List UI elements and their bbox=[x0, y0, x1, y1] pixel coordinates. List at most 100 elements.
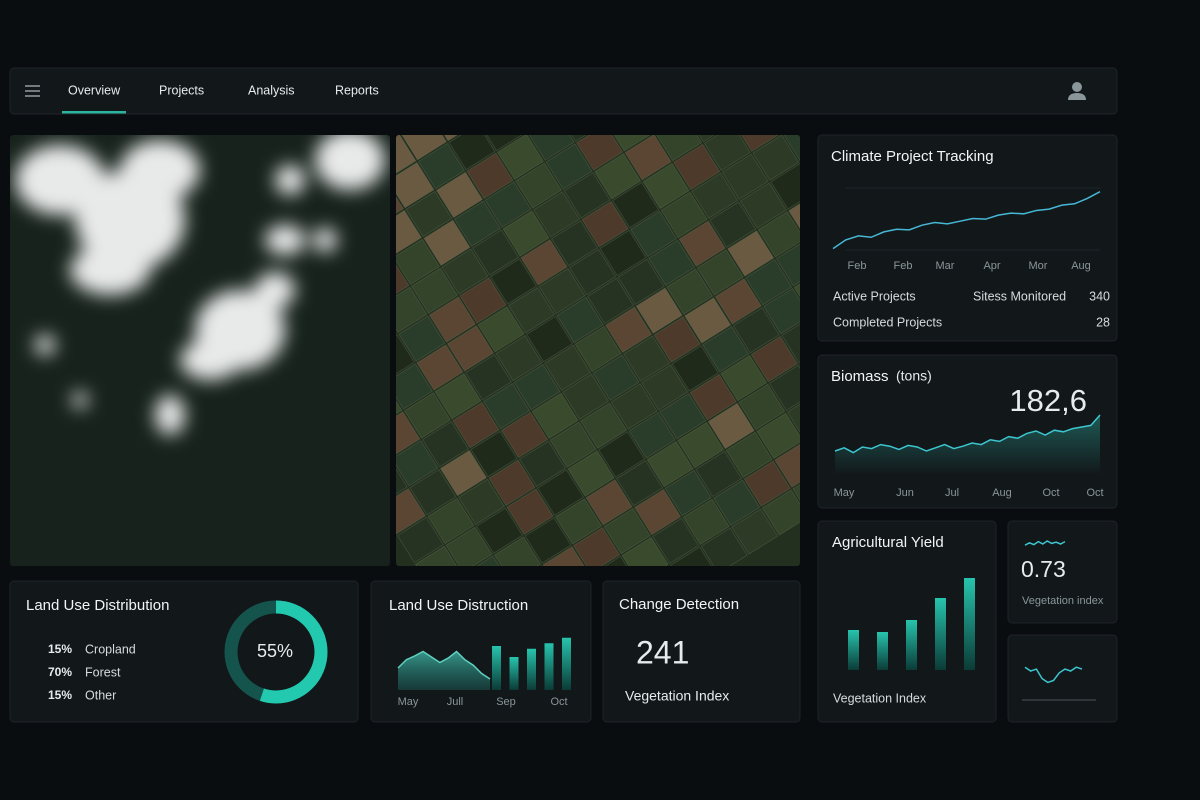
field bbox=[396, 162, 435, 209]
field bbox=[721, 153, 769, 200]
field bbox=[763, 287, 800, 335]
field bbox=[569, 248, 617, 296]
field bbox=[756, 412, 800, 459]
field bbox=[576, 135, 624, 171]
caption: Vegetation index bbox=[1022, 595, 1104, 607]
stat-label: Sitess Monitored bbox=[973, 289, 1066, 303]
field bbox=[396, 516, 444, 564]
field bbox=[574, 325, 622, 372]
field bbox=[761, 489, 800, 536]
field bbox=[664, 469, 712, 517]
field bbox=[483, 382, 530, 430]
nav-item[interactable]: Analysis bbox=[248, 83, 295, 97]
field bbox=[423, 219, 471, 266]
card bbox=[817, 134, 1118, 342]
field bbox=[641, 364, 689, 411]
x-tick-label: Jun bbox=[896, 487, 914, 499]
satellite-clouds bbox=[10, 135, 390, 566]
field bbox=[594, 153, 642, 200]
field bbox=[477, 306, 525, 353]
field bbox=[396, 334, 415, 381]
stat-label: Completed Projects bbox=[833, 315, 942, 329]
nav-item[interactable]: Reports bbox=[335, 83, 379, 97]
donut-arc bbox=[224, 600, 328, 704]
field bbox=[757, 211, 800, 258]
nav-item[interactable]: Overview bbox=[68, 83, 121, 97]
field bbox=[646, 441, 694, 488]
cloud bbox=[275, 165, 305, 195]
field bbox=[399, 135, 447, 161]
line bbox=[1024, 540, 1066, 546]
field bbox=[441, 248, 489, 295]
field bbox=[470, 430, 518, 478]
field bbox=[752, 135, 800, 181]
field bbox=[703, 135, 751, 171]
field bbox=[621, 536, 669, 566]
field bbox=[459, 277, 507, 324]
field bbox=[506, 488, 554, 535]
field bbox=[515, 162, 562, 209]
field bbox=[709, 201, 757, 248]
field bbox=[488, 459, 536, 506]
cloud bbox=[35, 335, 55, 355]
field bbox=[666, 268, 714, 315]
field bbox=[466, 152, 514, 199]
field bbox=[549, 421, 597, 468]
field bbox=[447, 325, 494, 372]
x-tick-label: Aug bbox=[992, 487, 1012, 499]
field bbox=[702, 326, 750, 373]
field bbox=[542, 546, 590, 566]
field bbox=[484, 181, 532, 228]
field bbox=[555, 498, 603, 545]
nav-item[interactable]: Projects bbox=[159, 83, 204, 97]
menu-icon[interactable] bbox=[25, 85, 40, 97]
field bbox=[775, 240, 800, 287]
field bbox=[663, 0, 709, 36]
field bbox=[695, 450, 743, 498]
field bbox=[743, 460, 791, 507]
field bbox=[782, 135, 800, 162]
field bbox=[472, 229, 519, 276]
field bbox=[606, 135, 654, 152]
card-title: Land Use Distruction bbox=[389, 597, 528, 614]
field bbox=[396, 238, 440, 286]
field bbox=[537, 469, 585, 516]
field bbox=[434, 373, 482, 420]
field bbox=[727, 230, 775, 277]
field bbox=[553, 19, 599, 64]
field bbox=[567, 450, 615, 497]
satellite-fields bbox=[396, 0, 800, 566]
x-tick-label: Mor bbox=[1029, 260, 1048, 272]
field bbox=[628, 412, 676, 459]
cloud bbox=[315, 135, 385, 190]
card bbox=[1007, 634, 1118, 723]
field bbox=[479, 135, 526, 152]
donut-label: 55% bbox=[257, 641, 293, 661]
field bbox=[429, 296, 476, 343]
field bbox=[602, 29, 648, 74]
field bbox=[409, 469, 457, 516]
field bbox=[501, 411, 548, 459]
caption: Vegetation Index bbox=[625, 688, 729, 704]
line bbox=[834, 414, 1101, 454]
field bbox=[531, 392, 579, 439]
bar bbox=[877, 632, 888, 670]
cloud bbox=[155, 395, 185, 435]
bar bbox=[509, 657, 519, 690]
avatar[interactable] bbox=[1068, 82, 1086, 100]
field bbox=[396, 411, 421, 458]
field bbox=[414, 545, 462, 566]
field bbox=[660, 191, 708, 238]
cloud bbox=[70, 245, 150, 295]
field bbox=[396, 488, 426, 535]
legend-pct: 15% bbox=[48, 642, 72, 656]
x-tick-label: Oct bbox=[1042, 487, 1059, 499]
bar bbox=[848, 630, 859, 670]
field bbox=[592, 354, 640, 401]
field bbox=[693, 0, 739, 17]
x-tick-label: May bbox=[834, 487, 855, 499]
field bbox=[725, 431, 773, 478]
x-tick-label: Feb bbox=[848, 260, 867, 272]
field bbox=[623, 335, 671, 382]
x-tick-label: May bbox=[398, 696, 419, 708]
